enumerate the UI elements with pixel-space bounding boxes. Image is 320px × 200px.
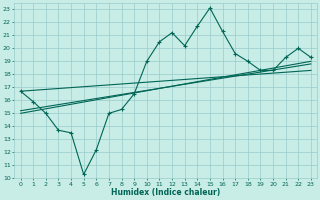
X-axis label: Humidex (Indice chaleur): Humidex (Indice chaleur) (111, 188, 220, 197)
